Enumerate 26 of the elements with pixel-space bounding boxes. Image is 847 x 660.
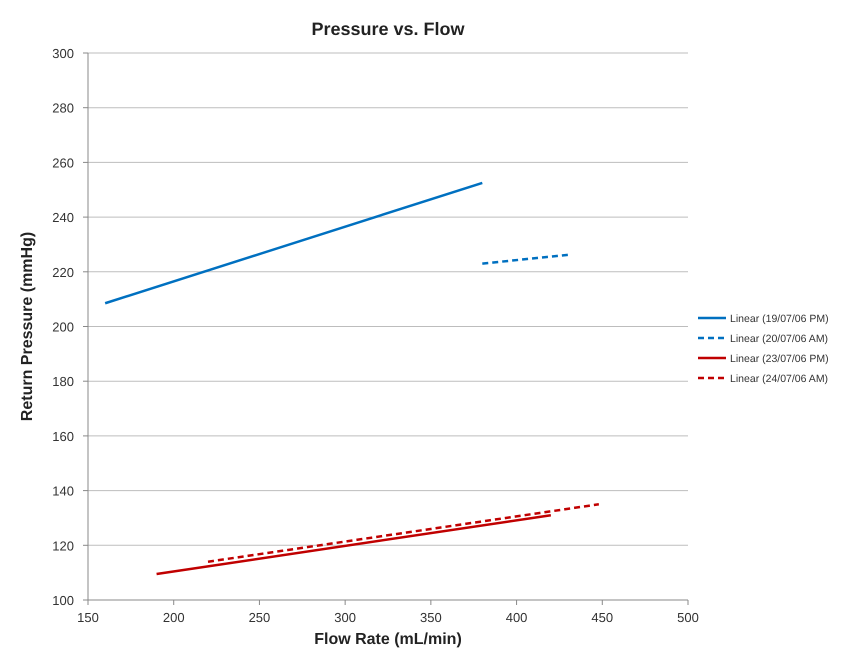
y-tick-label: 140 (52, 484, 74, 499)
x-tick-label: 200 (162, 610, 185, 625)
legend-label: Linear (23/07/06 PM) (730, 353, 829, 365)
y-tick-label: 260 (52, 155, 74, 170)
legend-label: Linear (24/07/06 AM) (730, 373, 828, 385)
y-tick-label: 160 (52, 428, 74, 444)
y-axis-title: Return Pressure (mmHg) (19, 232, 36, 422)
y-tick-label: 240 (52, 210, 74, 226)
y-tick-label: 220 (52, 264, 74, 280)
chart-title: Pressure vs. Flow (311, 19, 466, 39)
x-tick-label: 450 (591, 610, 614, 625)
y-tick-label: 180 (52, 374, 74, 390)
y-tick-label: 120 (52, 538, 74, 554)
x-tick-label: 400 (506, 610, 528, 625)
y-tick-label: 100 (52, 593, 74, 608)
y-tick-label: 200 (52, 320, 74, 334)
x-tick-label: 150 (77, 610, 99, 625)
x-tick-label: 500 (677, 610, 699, 625)
x-tick-label: 350 (420, 610, 442, 625)
legend-label: Linear (20/07/06 AM) (730, 333, 828, 345)
y-tick-label: 300 (52, 46, 74, 61)
x-tick-label: 250 (248, 610, 270, 625)
x-tick-label: 300 (334, 610, 356, 625)
y-tick-label: 280 (52, 100, 74, 116)
x-axis-title: Flow Rate (mL/min) (314, 631, 462, 648)
legend-label: Linear (19/07/06 PM) (730, 313, 829, 325)
